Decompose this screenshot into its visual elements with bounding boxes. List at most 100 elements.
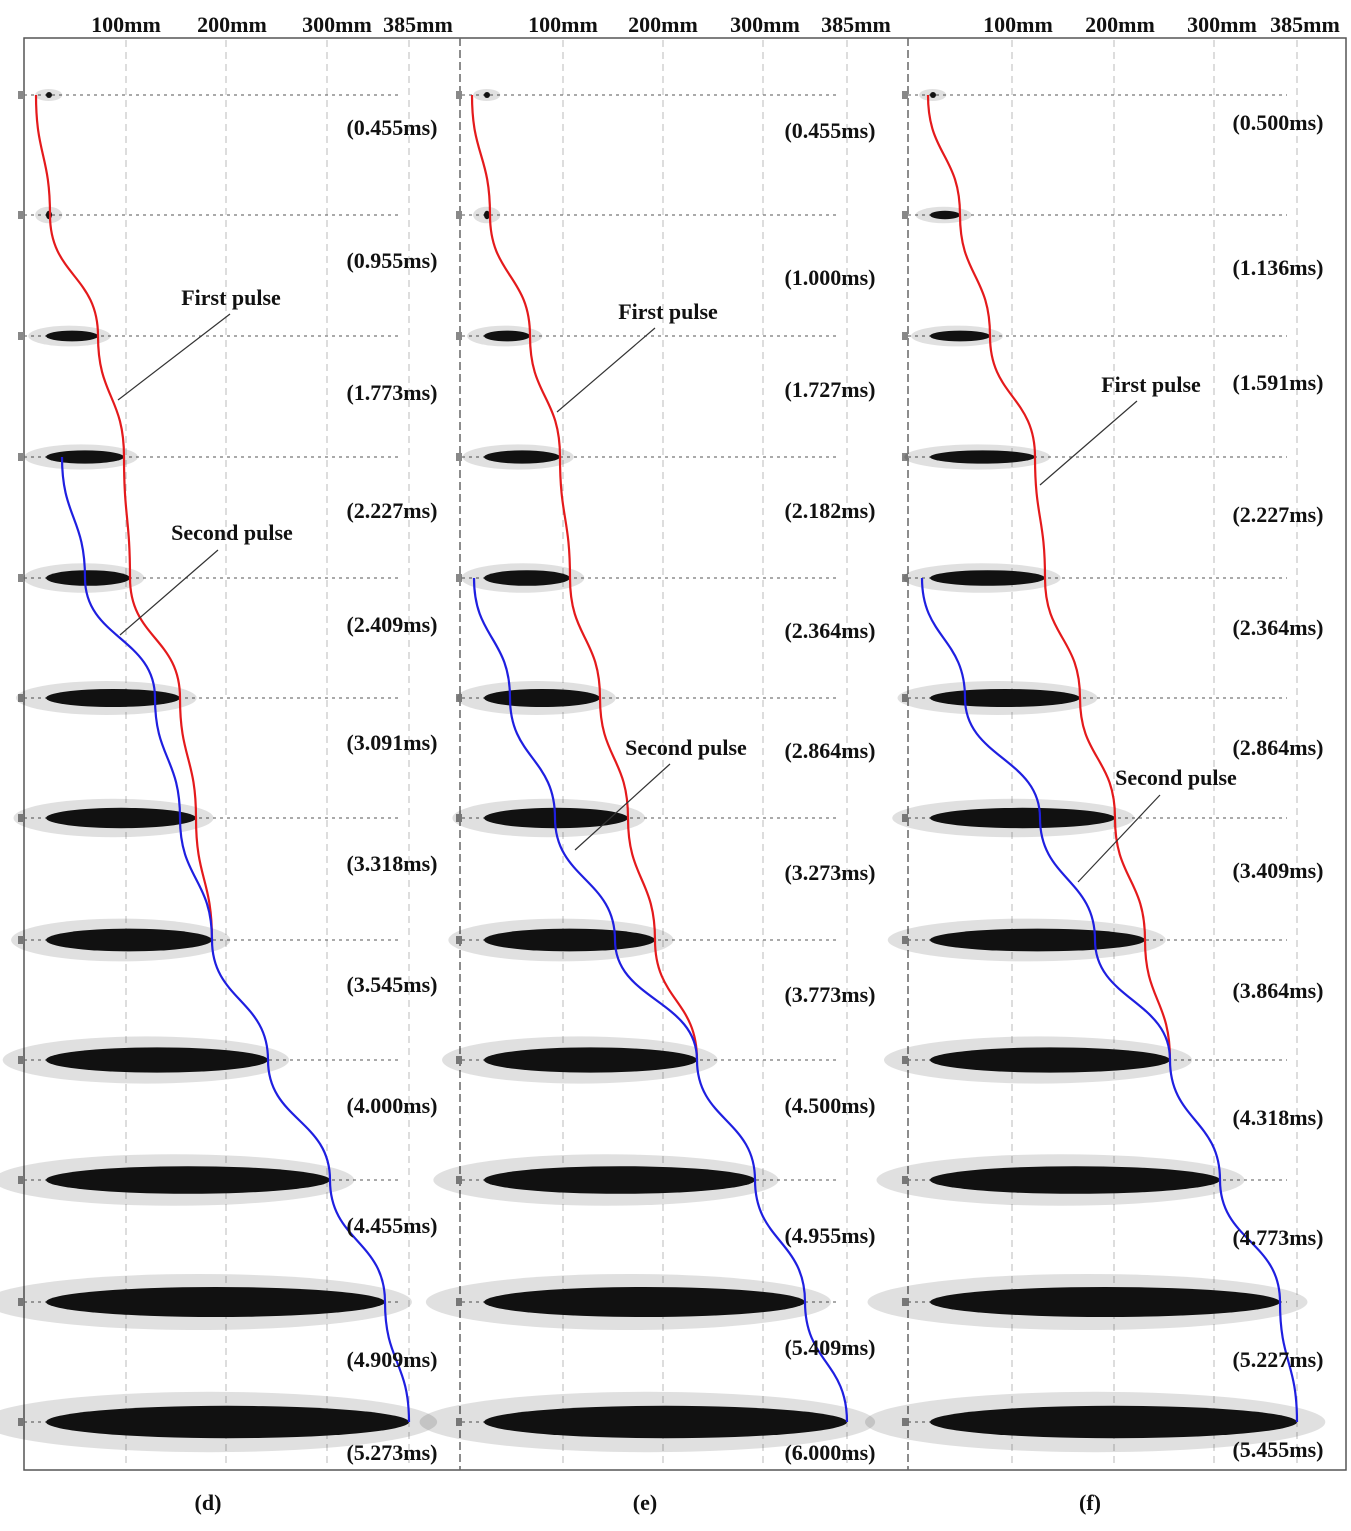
frame-time: (6.000ms)	[784, 1440, 875, 1465]
spray-core	[46, 1047, 268, 1073]
frame-time: (4.455ms)	[346, 1213, 437, 1238]
spray-core	[46, 807, 196, 829]
spray-core	[484, 330, 530, 342]
frame-time: (0.455ms)	[346, 115, 437, 140]
spray-core	[484, 570, 570, 586]
spray-core	[930, 1047, 1170, 1073]
second-pulse-tip	[60, 456, 411, 1423]
leader-line	[1039, 400, 1138, 486]
nozzle-marker	[902, 936, 908, 944]
annotation: Second pulse	[1115, 765, 1237, 790]
nozzle-marker	[456, 574, 462, 582]
frame-time: (3.409ms)	[1232, 858, 1323, 883]
annotation: First pulse	[618, 299, 718, 324]
nozzle-marker	[902, 91, 908, 99]
frame-time: (2.864ms)	[784, 738, 875, 763]
scale-label: 300mm	[730, 12, 800, 37]
panel-caption: (f)	[1079, 1490, 1101, 1515]
nozzle-marker	[18, 1298, 24, 1306]
spray-core	[46, 928, 212, 952]
frame-time: (3.545ms)	[346, 972, 437, 997]
spray-core	[484, 1405, 847, 1439]
scale-label: 300mm	[302, 12, 372, 37]
frame-time: (2.409ms)	[346, 612, 437, 637]
nozzle-marker	[456, 1056, 462, 1064]
first-pulse-tip	[926, 94, 1172, 1061]
frame-time: (3.773ms)	[784, 982, 875, 1007]
nozzle-marker	[902, 453, 908, 461]
spray-core	[930, 689, 1080, 707]
spray-core	[930, 450, 1035, 464]
nozzle-marker	[18, 936, 24, 944]
first-pulse-tip	[34, 94, 214, 941]
scale-label: 100mm	[528, 12, 598, 37]
nozzle-marker	[902, 694, 908, 702]
nozzle-marker	[456, 211, 462, 219]
spray-core	[930, 570, 1045, 586]
frame-time: (0.955ms)	[346, 248, 437, 273]
scale-label: 385mm	[821, 12, 891, 37]
frame-time: (1.591ms)	[1232, 370, 1323, 395]
spray-core	[484, 210, 490, 220]
leader-line	[574, 763, 671, 851]
leader-line	[119, 549, 219, 636]
frame-time: (3.273ms)	[784, 860, 875, 885]
second-pulse-tip	[920, 577, 1299, 1423]
frame-time: (1.773ms)	[346, 380, 437, 405]
spray-core	[46, 450, 124, 464]
nozzle-marker	[902, 1056, 908, 1064]
annotation: First pulse	[1101, 372, 1201, 397]
frame-time: (3.318ms)	[346, 851, 437, 876]
frame-time: (1.136ms)	[1232, 255, 1323, 280]
nozzle-marker	[18, 332, 24, 340]
spray-core	[930, 92, 936, 98]
nozzle-marker	[902, 211, 908, 219]
spray-core	[46, 330, 98, 342]
spray-core	[484, 689, 600, 707]
spray-core	[46, 1405, 409, 1439]
frame-time: (2.182ms)	[784, 498, 875, 523]
panel-caption: (d)	[195, 1490, 222, 1515]
scale-label: 200mm	[628, 12, 698, 37]
frame-time: (2.227ms)	[1232, 502, 1323, 527]
panel-caption: (e)	[633, 1490, 657, 1515]
frame-time: (4.909ms)	[346, 1347, 437, 1372]
leader-line	[117, 313, 231, 401]
nozzle-marker	[456, 332, 462, 340]
nozzle-marker	[456, 814, 462, 822]
spray-core	[930, 1405, 1297, 1439]
frame-time: (4.318ms)	[1232, 1105, 1323, 1130]
scale-label: 100mm	[983, 12, 1053, 37]
scale-label: 100mm	[91, 12, 161, 37]
spray-core	[930, 928, 1145, 952]
frame-time: (1.000ms)	[784, 265, 875, 290]
nozzle-marker	[18, 1176, 24, 1184]
scale-label: 385mm	[383, 12, 453, 37]
frame-time: (4.500ms)	[784, 1093, 875, 1118]
nozzle-marker	[456, 1176, 462, 1184]
spray-core	[46, 689, 180, 707]
nozzle-marker	[18, 1418, 24, 1426]
nozzle-marker	[902, 1418, 908, 1426]
frame-time: (4.000ms)	[346, 1093, 437, 1118]
spray-core	[930, 1287, 1280, 1317]
first-pulse-tip	[470, 94, 699, 1061]
spray-core	[930, 330, 990, 342]
nozzle-marker	[18, 91, 24, 99]
nozzle-marker	[456, 1418, 462, 1426]
frame-time: (1.727ms)	[784, 377, 875, 402]
frame-time: (5.455ms)	[1232, 1437, 1323, 1462]
frame-time: (2.864ms)	[1232, 735, 1323, 760]
frame	[23, 37, 1347, 1471]
spray-core	[46, 1166, 330, 1194]
annotation: First pulse	[181, 285, 281, 310]
frame-time: (5.273ms)	[346, 1440, 437, 1465]
nozzle-marker	[902, 332, 908, 340]
nozzle-marker	[456, 91, 462, 99]
spray-core	[484, 928, 655, 952]
frame-time: (2.364ms)	[784, 618, 875, 643]
frame-time: (5.409ms)	[784, 1335, 875, 1360]
scale-label: 200mm	[197, 12, 267, 37]
spray-core	[930, 807, 1115, 829]
